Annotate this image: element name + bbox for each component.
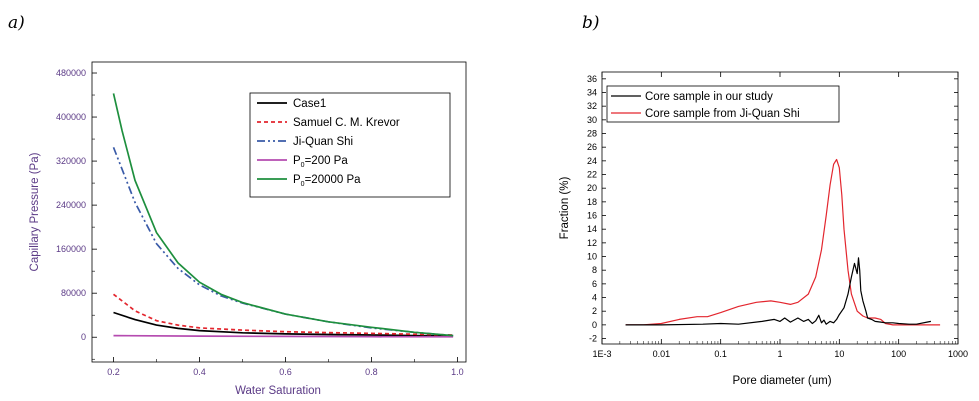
chart-b-y-tick-label: 32 — [587, 101, 597, 111]
chart-b-x-tick-label: 10 — [834, 349, 844, 359]
chart-b-y-tick-label: 36 — [587, 74, 597, 84]
chart-b-y-tick-label: 24 — [587, 156, 597, 166]
chart-b-series-line-0 — [625, 257, 932, 326]
chart-b-x-ticks: 1E-3 0.01 0.1 1 10 100 1000 — [592, 72, 968, 359]
chart-b-y-tick-label: 8 — [592, 265, 597, 275]
chart-b-legend: Core sample in our study Core sample fro… — [606, 85, 840, 123]
chart-b-legend-box — [606, 85, 840, 123]
chart-b-y-tick-label: 20 — [587, 183, 597, 193]
chart-a-series-line-2 — [112, 146, 454, 337]
chart-a-y-tick-label: 160000 — [56, 244, 86, 254]
chart-a-x-tick-label: 0.8 — [365, 367, 378, 377]
chart-b-y-tick-label: 18 — [587, 197, 597, 207]
chart-b-y-tick-label: 4 — [592, 293, 597, 303]
chart-b-x-tick-label: 0.1 — [714, 349, 727, 359]
chart-b-y-tick-label: 6 — [592, 279, 597, 289]
chart-b-y-tick-label: 12 — [587, 238, 597, 248]
chart-a-x-axis-title: Water Saturation — [235, 385, 321, 397]
chart-b-y-tick-label: 2 — [592, 306, 597, 316]
chart-a-series-line-4 — [112, 93, 454, 337]
chart-b-series-line-1 — [625, 158, 941, 326]
chart-b-x-axis-title: Pore diameter (um) — [732, 375, 831, 387]
chart-b-x-tick-label: 1E-3 — [592, 349, 611, 359]
chart-b-y-tick-label: 0 — [592, 320, 597, 330]
chart-a-series-line-0 — [113, 311, 454, 337]
chart-b-y-tick-label: 14 — [587, 224, 597, 234]
chart-a-series — [112, 93, 454, 338]
chart-b-y-axis-title: Fraction (%) — [559, 177, 571, 240]
chart-b-x-tick-label: 1000 — [948, 349, 968, 359]
chart-b-y-tick-label: 30 — [587, 115, 597, 125]
chart-b-x-tick-label: 100 — [891, 349, 906, 359]
panel-label-a: a) — [8, 13, 25, 33]
chart-b-y-tick-label: 22 — [587, 170, 597, 180]
chart-b-y-tick-label: -2 — [589, 334, 597, 344]
chart-a-legend: Case1 Samuel C. M. Krevor Ji-Quan Shi P0… — [249, 92, 451, 198]
chart-a-y-tick-label: 240000 — [56, 200, 86, 210]
chart-b-y-tick-label: 34 — [587, 88, 597, 98]
chart-a-y-tick-label: 0 — [81, 332, 86, 342]
legend-label-p200: P0=200 Pa — [293, 155, 348, 169]
chart-a-y-ticks: 0 80000 160000 240000 320000 400000 480000 — [56, 68, 97, 360]
legend-label-case1: Case1 — [293, 98, 326, 110]
chart-a-y-axis-title: Capillary Pressure (Pa) — [29, 152, 41, 271]
chart-a: 0 80000 160000 240000 320000 400000 480000 0.2… — [29, 61, 467, 397]
panel-label-b: b) — [582, 13, 600, 33]
chart-a-y-tick-label: 400000 — [56, 112, 86, 122]
legend-label-krevor: Samuel C. M. Krevor — [293, 117, 400, 129]
chart-b-y-tick-label: 28 — [587, 129, 597, 139]
chart-a-series-line-1 — [112, 293, 454, 336]
legend-label-shi: Ji-Quan Shi — [293, 136, 353, 148]
chart-a-x-ticks: 0.2 0.4 0.6 0.8 1.0 — [107, 357, 464, 377]
chart-a-y-tick-label: 80000 — [61, 288, 86, 298]
chart-b-y-tick-label: 26 — [587, 142, 597, 152]
legend-label-our-study: Core sample in our study — [645, 91, 773, 103]
chart-b-y-tick-label: 16 — [587, 211, 597, 221]
chart-a-series-line-3 — [113, 334, 454, 338]
chart-a-y-tick-label: 480000 — [56, 68, 86, 78]
chart-a-y-tick-label: 320000 — [56, 156, 86, 166]
legend-label-ji-quan-shi: Core sample from Ji-Quan Shi — [645, 108, 800, 120]
chart-a-x-tick-label: 1.0 — [451, 367, 464, 377]
chart-a-x-tick-label: 0.6 — [279, 367, 292, 377]
chart-b-x-tick-label: 0.01 — [653, 349, 671, 359]
chart-b-y-tick-label: 10 — [587, 252, 597, 262]
chart-b-series — [625, 158, 941, 326]
chart-a-x-tick-label: 0.2 — [107, 367, 120, 377]
chart-b-x-tick-label: 1 — [777, 349, 782, 359]
chart-a-x-tick-label: 0.4 — [193, 367, 206, 377]
legend-label-p20000: P0=20000 Pa — [293, 174, 361, 188]
chart-a-plot-area — [91, 61, 467, 363]
